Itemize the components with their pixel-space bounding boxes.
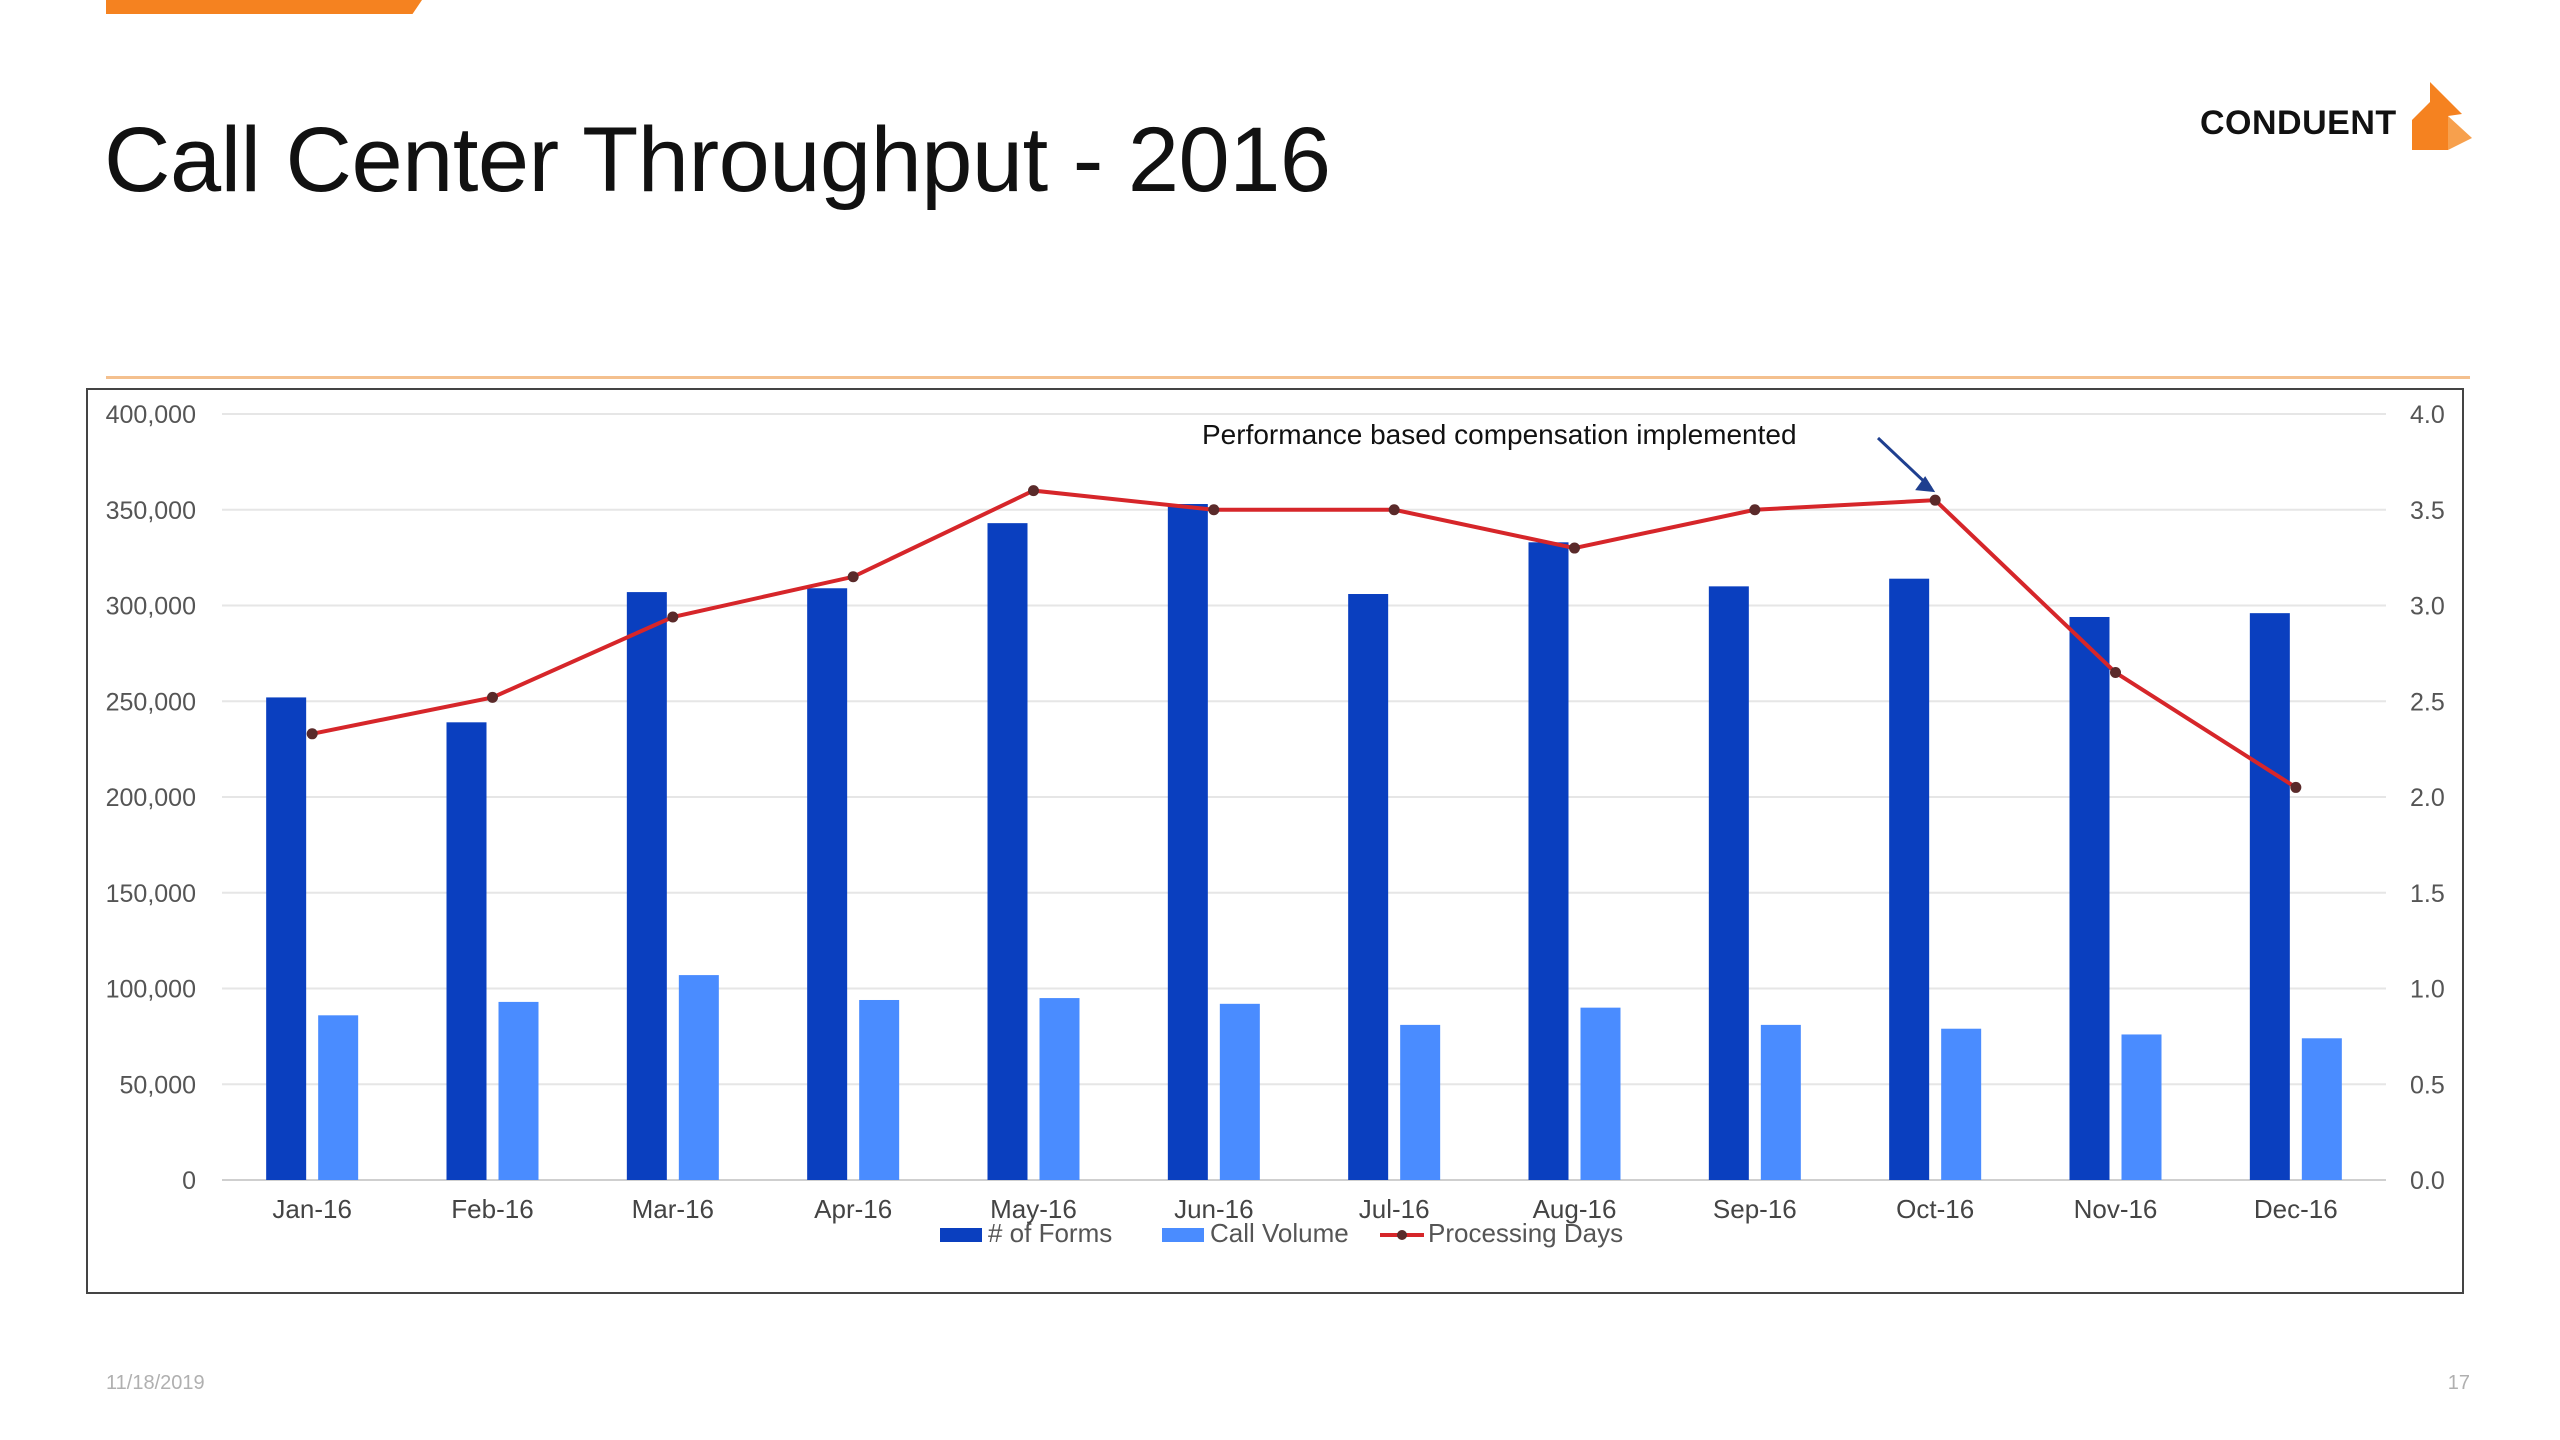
y-right-tick-label: 2.5 (2410, 688, 2445, 716)
bar-forms (626, 592, 667, 1180)
x-tick-label: Mar-16 (632, 1194, 714, 1224)
y-left-tick-label: 300,000 (106, 593, 196, 621)
point-processing-days (2110, 667, 2121, 679)
bar-call-volume (1039, 998, 1080, 1180)
point-processing-days (1388, 504, 1400, 516)
bar-forms (1528, 542, 1569, 1180)
bar-call-volume (1941, 1028, 1982, 1180)
bar-call-volume (678, 975, 719, 1180)
annotation-arrowhead (1915, 476, 1936, 493)
bar-forms (1708, 586, 1749, 1180)
y-left-tick-label: 200,000 (106, 784, 196, 812)
chart-container: 0 0.0 50,000 0.5 100,000 1.0 150,000 1.5 200,000… (86, 388, 2464, 1294)
x-tick-label: Apr-16 (814, 1194, 892, 1224)
bar-forms (1167, 504, 1208, 1180)
bar-call-volume (1760, 1024, 1801, 1180)
bar-forms (446, 722, 487, 1180)
bar-call-volume (2121, 1034, 2162, 1180)
legend-label: Call Volume (1210, 1218, 1349, 1248)
y-right-tick-label: 3.0 (2410, 593, 2445, 621)
y-left-tick-label: 350,000 (106, 497, 196, 525)
y-right-tick-label: 2.0 (2410, 784, 2445, 812)
y-right-tick-label: 1.5 (2410, 880, 2445, 908)
bar-forms (2069, 616, 2110, 1180)
slide-title: Call Center Throughput - 2016 (104, 109, 1331, 211)
y-right-tick-label: 4.0 (2410, 401, 2445, 429)
point-processing-days (487, 691, 498, 703)
annotation-text: Performance based compensation implement… (1202, 419, 1797, 450)
y-right-tick-label: 0.5 (2410, 1071, 2445, 1099)
y-left-tick-label: 400,000 (106, 401, 196, 429)
point-processing-days (1028, 485, 1039, 497)
page-number: 17 (2447, 1372, 2470, 1394)
bar-call-volume (498, 1001, 539, 1180)
x-tick-label: Dec-16 (2254, 1194, 2338, 1224)
x-tick-label: Nov-16 (2074, 1194, 2158, 1224)
footer-date: 11/18/2019 (106, 1372, 205, 1394)
point-processing-days (306, 728, 318, 740)
y-left-tick-label: 150,000 (106, 880, 196, 908)
x-tick-label: Aug-16 (1533, 1194, 1617, 1224)
bar-forms (807, 588, 848, 1180)
x-tick-label: Sep-16 (1713, 1194, 1797, 1224)
point-processing-days (1929, 494, 1941, 506)
x-tick-label: Jul-16 (1359, 1194, 1430, 1224)
line-processing-days (311, 488, 2297, 790)
legend-label: Processing Days (1428, 1218, 1623, 1248)
bar-forms (266, 697, 307, 1180)
x-tick-label: Oct-16 (1896, 1194, 1974, 1224)
bar-forms (1348, 594, 1389, 1180)
x-tick-label: Feb-16 (451, 1194, 533, 1224)
logo-mark-icon (2412, 82, 2472, 150)
point-processing-days (1569, 542, 1580, 554)
legend-label: # of Forms (988, 1218, 1112, 1248)
point-processing-days (847, 571, 859, 583)
bar-call-volume (318, 1015, 359, 1180)
bar-forms (1889, 578, 1930, 1180)
y-right-tick-label: 1.0 (2410, 976, 2445, 1004)
bar-call-volume (2301, 1038, 2342, 1180)
point-processing-days (1749, 504, 1761, 516)
legend-swatch (940, 1228, 982, 1242)
bar-forms (987, 523, 1028, 1180)
annotation-arrow-line (1876, 436, 1933, 490)
x-tick-label: May-16 (990, 1194, 1077, 1224)
logo-text: CONDUENT (2200, 104, 2397, 142)
x-tick-label: Jun-16 (1174, 1194, 1254, 1224)
header-divider (106, 376, 2470, 379)
bar-forms (2249, 613, 2290, 1180)
y-left-tick-label: 250,000 (106, 688, 196, 716)
y-right-tick-label: 0.0 (2410, 1167, 2445, 1195)
y-right-tick-label: 3.5 (2410, 497, 2445, 525)
y-left-tick-label: 50,000 (120, 1071, 196, 1099)
bar-call-volume (859, 999, 900, 1180)
top-accent-bar (106, 0, 422, 14)
conduent-logo: CONDUENT (2200, 80, 2490, 160)
combo-chart: 0 0.0 50,000 0.5 100,000 1.0 150,000 1.5 200,000… (106, 401, 2445, 1248)
bar-call-volume (1400, 1024, 1441, 1180)
point-processing-days (1208, 504, 1220, 516)
legend-swatch-marker (1397, 1230, 1407, 1240)
legend-swatch (1162, 1228, 1204, 1242)
x-tick-label: Jan-16 (272, 1194, 352, 1224)
bar-call-volume (1219, 1003, 1260, 1180)
y-left-tick-label: 0 (182, 1167, 196, 1195)
point-processing-days (2290, 781, 2302, 793)
point-processing-days (667, 611, 679, 623)
y-left-tick-label: 100,000 (106, 976, 196, 1004)
bar-call-volume (1580, 1007, 1621, 1180)
